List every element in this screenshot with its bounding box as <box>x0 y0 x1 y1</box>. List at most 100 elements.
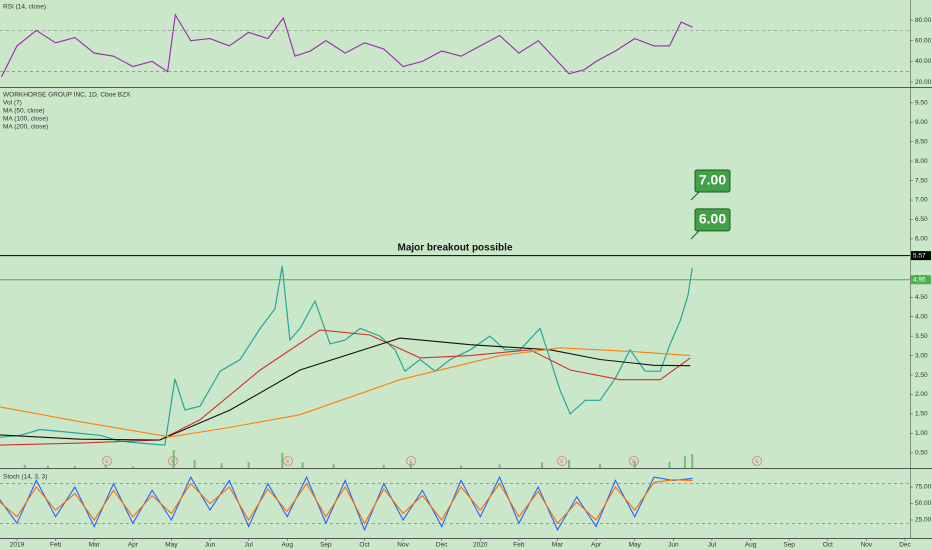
y-tick-label: 4.50 <box>915 294 928 301</box>
x-tick-label: Apr <box>591 542 602 549</box>
earnings-marker <box>629 456 639 466</box>
x-tick-label: Jun <box>205 542 216 549</box>
volume-bar <box>301 462 304 468</box>
x-tick-label: Feb <box>50 542 62 549</box>
pane-title: WORKHORSE GROUP INC, 1D, Cboe BZX <box>3 92 131 99</box>
y-tick-label: 9.00 <box>915 119 928 126</box>
volume-bar <box>668 462 671 468</box>
target-label: 6.00 <box>699 211 726 227</box>
price-label-box <box>911 275 931 285</box>
series-line <box>1 13 693 78</box>
volume-bar <box>541 462 544 468</box>
x-tick-label: Oct <box>823 542 833 549</box>
y-tick-label: 25.00 <box>915 517 932 524</box>
x-tick-label: Sep <box>783 542 795 549</box>
y-tick-label: 2.00 <box>915 391 928 398</box>
x-tick-label: Jul <box>244 542 253 549</box>
volume-bar <box>498 464 501 468</box>
x-tick-label: 2020 <box>473 542 488 549</box>
x-tick-label: Aug <box>281 542 293 549</box>
x-tick-label: Jun <box>668 542 679 549</box>
volume-bar <box>633 460 636 468</box>
y-tick-label: 0.50 <box>915 450 928 457</box>
y-tick-label: 7.00 <box>915 197 928 204</box>
series-line <box>0 347 691 438</box>
volume-bar <box>332 464 335 468</box>
target-pointer <box>690 230 700 240</box>
earnings-label: E <box>755 459 759 465</box>
x-tick-label: May <box>629 542 642 549</box>
y-tick-label: 4.00 <box>915 313 928 320</box>
target-pointer <box>690 191 700 201</box>
earnings-marker <box>406 456 417 466</box>
volume-bar <box>220 463 223 468</box>
price-label: 5.57 <box>913 252 926 259</box>
series-line <box>0 475 693 532</box>
volume-bar <box>46 465 49 468</box>
y-tick-label: 50.00 <box>915 500 932 507</box>
x-tick-label: Nov <box>397 542 409 549</box>
earnings-marker <box>102 456 112 466</box>
volume-bar <box>23 464 26 468</box>
y-tick-label: 1.50 <box>915 411 928 418</box>
series-line <box>0 265 693 446</box>
price-label-box <box>911 251 931 261</box>
volume-bar <box>104 465 107 468</box>
x-tick-label: Dec <box>899 542 911 549</box>
y-tick-label: 3.00 <box>915 352 928 359</box>
earnings-label: E <box>105 459 109 465</box>
x-tick-label: Mar <box>89 542 101 549</box>
target-box <box>694 169 731 193</box>
x-tick-label: May <box>165 542 178 549</box>
y-tick-label: 80.00 <box>915 17 932 24</box>
volume-bar <box>691 454 694 468</box>
x-tick-label: Aug <box>745 542 757 549</box>
y-tick-label: 2.50 <box>915 372 928 379</box>
target-box <box>694 208 731 232</box>
y-tick-label: 7.50 <box>915 177 928 184</box>
legend-entry: MA (200, close) <box>3 124 48 131</box>
series-line <box>0 479 693 525</box>
earnings-marker <box>168 456 178 466</box>
price-label: 4.95 <box>913 276 926 283</box>
pane-title: Stoch (14, 3, 3) <box>3 474 47 481</box>
earnings-label: E <box>632 459 636 465</box>
y-tick-label: 20.00 <box>915 79 932 86</box>
x-tick-label: Oct <box>359 542 369 549</box>
earnings-label: E <box>171 459 175 465</box>
volume-bar <box>598 464 601 468</box>
volume-bar <box>568 460 571 468</box>
y-tick-label: 6.00 <box>915 236 928 243</box>
earnings-marker <box>283 456 293 466</box>
x-tick-label: Mar <box>552 542 564 549</box>
x-tick-label: Apr <box>128 542 139 549</box>
volume-bar <box>281 452 284 468</box>
y-tick-label: 8.00 <box>915 158 928 165</box>
y-tick-label: 8.50 <box>915 138 928 145</box>
series-line <box>0 329 691 446</box>
volume-bar <box>73 466 76 468</box>
volume-bar <box>247 462 250 468</box>
x-tick-label: Sep <box>320 542 332 549</box>
x-tick-label: 2019 <box>10 542 25 549</box>
x-tick-label: Feb <box>513 542 525 549</box>
volume-bar <box>683 456 686 468</box>
legend-entry: MA (100, close) <box>3 116 48 123</box>
x-tick-label: Jul <box>708 542 717 549</box>
earnings-label: E <box>560 459 564 465</box>
volume-bar <box>193 460 196 468</box>
earnings-marker <box>752 456 763 466</box>
y-tick-label: 3.50 <box>915 333 928 340</box>
volume-bar <box>459 465 462 468</box>
y-tick-label: 75.00 <box>915 484 932 491</box>
x-tick-label: Dec <box>436 542 448 549</box>
pane-title: RSI (14, close) <box>3 4 46 11</box>
y-tick-label: 6.50 <box>915 216 928 223</box>
earnings-label: E <box>409 459 413 465</box>
y-tick-label: 9.50 <box>915 99 928 106</box>
volume-bar <box>382 464 385 468</box>
volume-bar <box>172 450 175 468</box>
legend-entry: MA (50, close) <box>3 108 45 115</box>
x-tick-label: Nov <box>861 542 873 549</box>
